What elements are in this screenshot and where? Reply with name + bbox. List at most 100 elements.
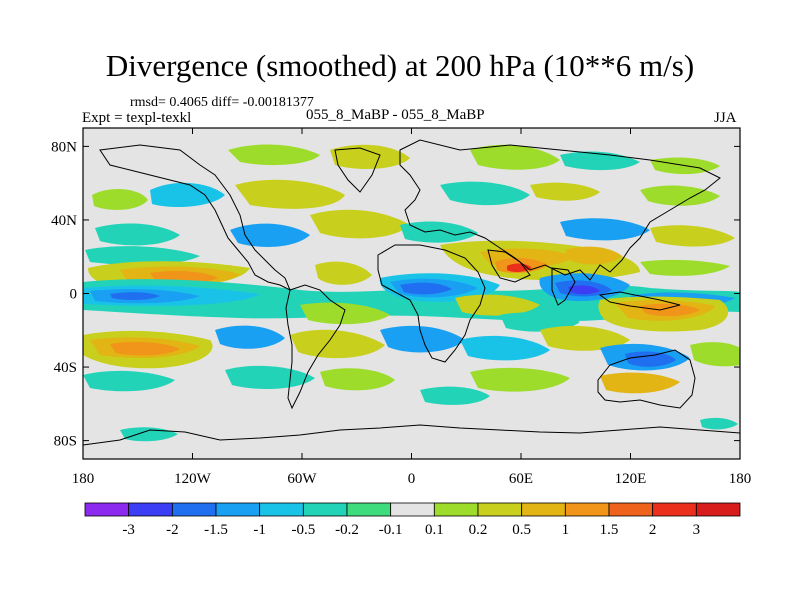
contour-patch (640, 259, 730, 276)
colorbar-swatch (259, 502, 304, 517)
colorbar-label: 0.1 (425, 522, 444, 538)
colorbar-swatch (564, 502, 610, 517)
contour-patch (110, 341, 180, 356)
contour-patch (690, 342, 740, 367)
contour-patch (83, 370, 175, 392)
contour-patch (330, 144, 410, 170)
contour-patch (315, 261, 372, 285)
x-tick-label: 120W (174, 471, 212, 487)
colorbar-label: 0.5 (512, 522, 531, 538)
contour-patch (470, 367, 570, 392)
y-tick-label: 80N (51, 139, 77, 155)
colorbar-label: -3 (122, 522, 135, 538)
contour-patch (225, 365, 315, 390)
colorbar-swatch (346, 502, 392, 517)
x-tick-label: 180 (72, 471, 95, 487)
contour-patch (568, 285, 600, 295)
contour-patch (565, 246, 622, 265)
contour-patch (310, 209, 410, 239)
y-tick-label: 80S (54, 434, 77, 450)
contour-patch (440, 181, 530, 206)
contour-patch (215, 325, 285, 349)
coastlines (83, 139, 740, 446)
x-tick-label: 180 (729, 471, 752, 487)
contour-patch (230, 223, 310, 247)
y-tick-label: 40N (51, 213, 77, 229)
contour-patch (460, 335, 550, 361)
coastline-greenland (334, 147, 381, 193)
colorbar-swatch (433, 502, 479, 517)
season-label: JJA (714, 110, 737, 126)
colorbar-swatch (608, 502, 654, 517)
contour-patch (640, 185, 720, 206)
coastline-india (551, 267, 576, 306)
colorbar-label: 1 (562, 522, 570, 538)
contour-patch (110, 292, 160, 301)
colorbar-label: -1.5 (204, 522, 228, 538)
contour-patch (290, 329, 385, 359)
colorbar-swatch (84, 502, 130, 517)
colorbar-swatch (128, 502, 173, 517)
divergence-field (83, 144, 740, 442)
colorbar-swatch (695, 502, 741, 517)
colorbar-swatch (302, 502, 348, 517)
stats-label: rmsd= 0.4065 diff= -0.00181377 (130, 95, 314, 110)
contour-patch (540, 325, 630, 351)
y-tick-label: 0 (70, 287, 78, 303)
contour-patch (320, 368, 395, 391)
axis-ticks: 180 120W 60W 0 60E 120E 180 80N 40N 0 40S 80S (51, 128, 751, 487)
coastline-south-america (285, 284, 346, 410)
contour-patch (530, 182, 600, 201)
x-tick-label: 120E (615, 471, 647, 487)
contour-patch (228, 144, 320, 166)
colorbar-label: -2 (166, 522, 179, 538)
contour-patch (420, 386, 490, 405)
colorbar-label: 0.2 (469, 522, 488, 538)
coastline-indonesia (598, 291, 681, 311)
x-tick-label: 0 (408, 471, 416, 487)
contour-patch (600, 372, 680, 394)
colorbar-swatch (477, 502, 523, 517)
colorbar-swatch (215, 502, 261, 517)
coastline-australia (597, 349, 696, 409)
colorbar-label: -1 (253, 522, 266, 538)
colorbar-swatch (652, 502, 697, 517)
colorbar-label: 2 (649, 522, 657, 538)
experiment-label: Expt = texpl-texkl (82, 110, 192, 126)
contour-patch (85, 246, 200, 265)
coastline-africa (377, 244, 486, 363)
contour-patch (92, 188, 148, 210)
x-tick-label: 60W (287, 471, 317, 487)
colorbar-swatch (171, 502, 217, 517)
x-tick-label: 60E (509, 471, 533, 487)
coastline-arabia (487, 249, 531, 283)
colorbar-label: -0.5 (291, 522, 315, 538)
colorbar: -3 -2 -1.5 -1 -0.5 -0.2 -0.1 0.1 0.2 0.5 1 1.5 2 3 (84, 502, 741, 538)
subtitle: 055_8_MaBP - 055_8_MaBP (306, 107, 485, 123)
contour-patch (235, 179, 345, 209)
colorbar-label: -0.1 (379, 522, 403, 538)
colorbar-label: 1.5 (600, 522, 619, 538)
contour-patch (400, 221, 478, 243)
contour-patch (380, 325, 465, 353)
colorbar-swatch (390, 502, 435, 517)
coastline-north-america (99, 144, 291, 292)
coastline-antarctica (83, 424, 740, 446)
y-tick-label: 40S (54, 360, 77, 376)
contour-patch (150, 182, 225, 207)
contour-patch (650, 225, 735, 247)
colorbar-label: -0.2 (335, 522, 359, 538)
contour-patch (95, 223, 180, 246)
page-title: Divergence (smoothed) at 200 hPa (10**6 … (105, 48, 695, 83)
coastline-europe-asia (399, 139, 721, 281)
contour-patch (625, 351, 676, 367)
colorbar-label: 3 (693, 522, 701, 538)
colorbar-swatch (521, 502, 566, 517)
contour-patch (300, 302, 390, 325)
contour-patch (640, 303, 700, 317)
contour-patch (700, 417, 738, 430)
contour-patch (470, 144, 560, 170)
contour-patch (560, 218, 650, 241)
contour-patch (400, 282, 452, 295)
